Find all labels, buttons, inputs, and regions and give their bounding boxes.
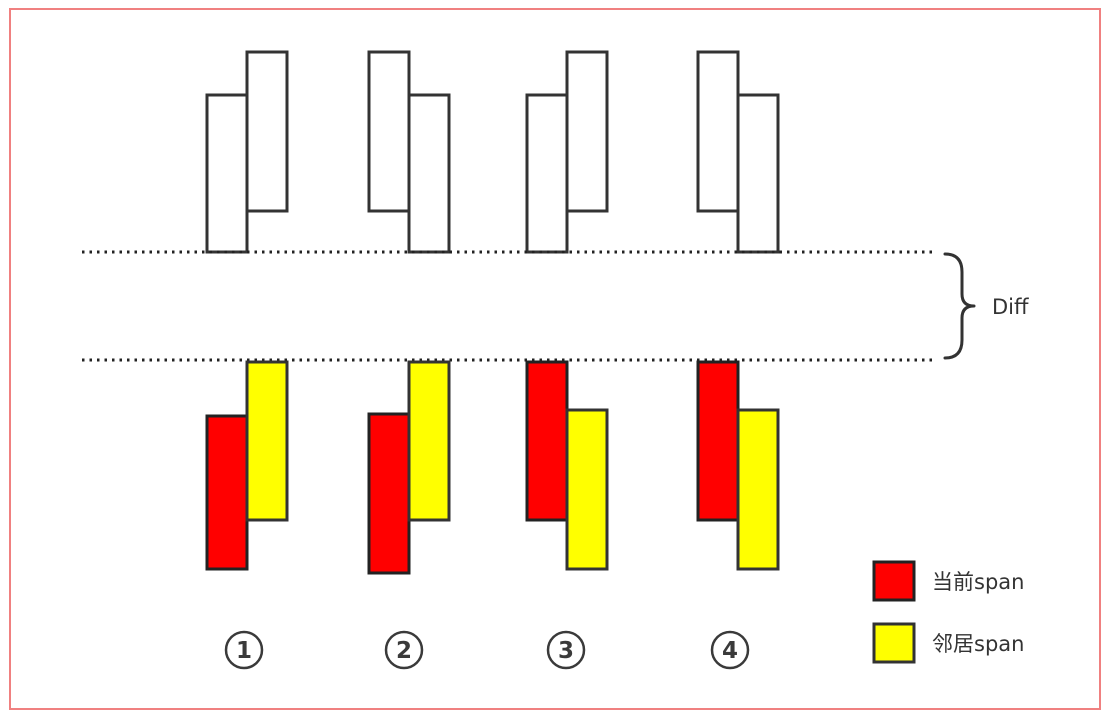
neighbor-span-case2	[407, 360, 451, 522]
upper-bar-case1-right	[245, 50, 289, 213]
current-span-case2	[367, 412, 411, 575]
current-span-case1	[205, 414, 249, 571]
case-number-3: 3	[546, 630, 586, 670]
diagram-frame	[9, 8, 1101, 710]
legend-neighbor-label: 邻居span	[932, 632, 1024, 656]
diff-label: Diff	[992, 295, 1029, 319]
legend-neighbor-swatch	[872, 622, 916, 664]
upper-bar-case2-right	[407, 93, 451, 254]
case-number-4: 4	[710, 630, 750, 670]
current-span-case4	[696, 360, 740, 522]
upper-bar-case3-left	[525, 93, 569, 254]
upper-bar-case2-left	[367, 50, 411, 213]
neighbor-span-case3	[565, 408, 609, 571]
case-number-2-text: 2	[396, 638, 412, 664]
upper-bars	[205, 50, 780, 254]
current-span-case3	[525, 360, 569, 522]
upper-bar-case1-left	[205, 93, 249, 254]
upper-bar-case4-left	[696, 50, 740, 213]
legend-current-label: 当前span	[932, 570, 1024, 594]
lower-bars	[205, 360, 780, 575]
diff-brace	[943, 252, 976, 360]
case-number-4-text: 4	[722, 638, 738, 664]
case-number-3-text: 3	[558, 638, 574, 664]
case-number-1-text: 1	[236, 638, 252, 664]
upper-bar-case4-right	[736, 93, 780, 254]
upper-bar-case3-right	[565, 50, 609, 213]
case-number-1: 1	[224, 630, 264, 670]
neighbor-span-case4	[736, 408, 780, 571]
legend: 当前span 邻居span	[872, 560, 1024, 664]
legend-current-swatch	[872, 560, 916, 602]
case-number-2: 2	[384, 630, 424, 670]
neighbor-span-case1	[245, 360, 289, 522]
